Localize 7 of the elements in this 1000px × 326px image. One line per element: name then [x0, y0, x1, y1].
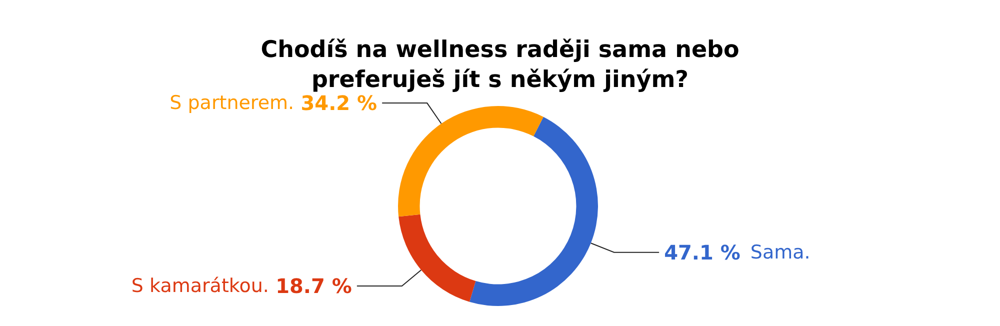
chart-title: Chodíš na wellness raději sama nebo preferuješ jít s někým jiným?: [260, 37, 740, 93]
data-label: 18.7 %: [276, 274, 352, 298]
slice-label: S kamarátkou.: [131, 274, 269, 297]
data-label: 34.2 %: [300, 91, 378, 116]
slice-label: S partnerem.: [170, 92, 294, 114]
data-label: 47.1 %: [664, 240, 740, 264]
slice-label: Sama.: [750, 241, 810, 264]
